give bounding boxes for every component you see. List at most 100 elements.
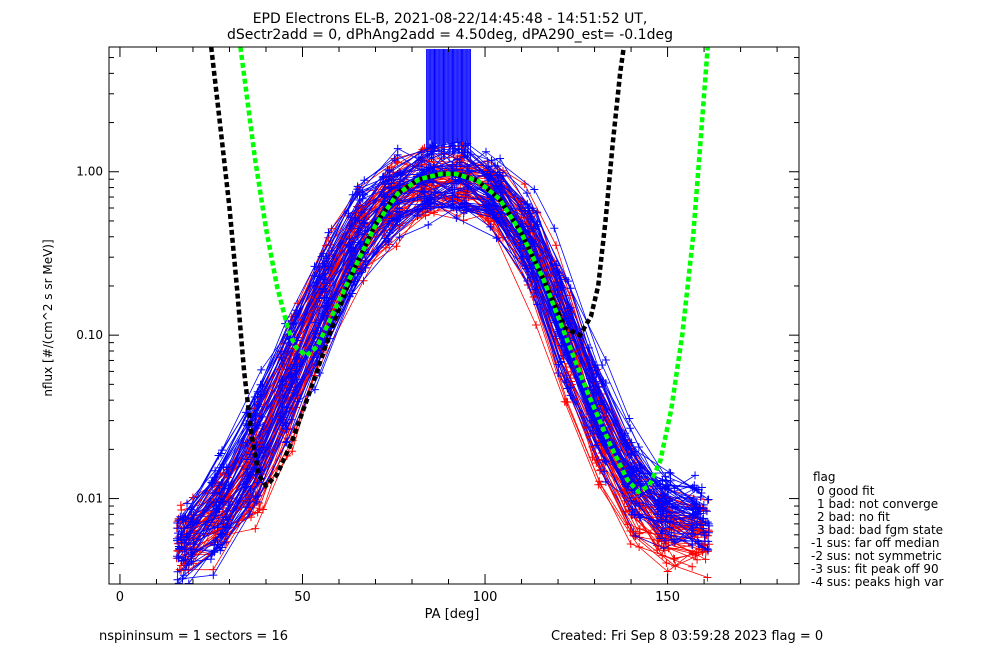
legend-entry: -3 sus: fit peak off 90 [811, 562, 939, 576]
data-point [704, 495, 713, 504]
data-point [224, 484, 233, 493]
data-point [666, 469, 675, 478]
legend-title: flag [813, 470, 836, 484]
data-point [653, 481, 662, 490]
data-point [355, 216, 364, 225]
data-point [393, 169, 402, 178]
data-point [395, 204, 404, 213]
data-point [417, 148, 426, 157]
data-point [430, 142, 439, 151]
data-point [251, 524, 260, 533]
data-point [344, 241, 353, 250]
data-point [453, 193, 462, 202]
data-point [172, 536, 181, 545]
data-point [392, 242, 401, 251]
data-point [177, 530, 186, 539]
data-point [625, 464, 634, 473]
data-point [455, 202, 464, 211]
data-point [463, 151, 472, 160]
data-point [174, 579, 183, 584]
data-point [179, 571, 188, 580]
data-point [419, 168, 428, 177]
data-point [257, 365, 266, 374]
data-point [691, 504, 700, 513]
data-point [688, 540, 697, 549]
data-point [429, 163, 438, 172]
data-point [291, 312, 300, 321]
data-point [255, 420, 264, 429]
data-point [324, 228, 333, 237]
data-point [244, 472, 253, 481]
data-point [177, 506, 186, 515]
data-point [663, 492, 672, 501]
data-point [657, 529, 666, 538]
data-point [499, 171, 508, 180]
series-trace [181, 165, 699, 540]
data-point [212, 473, 221, 482]
data-point [634, 442, 643, 451]
data-point [208, 479, 217, 488]
data-point [360, 190, 368, 199]
data-point [488, 210, 497, 219]
data-point [358, 194, 367, 203]
data-point [626, 424, 635, 433]
legend-entry: 0 good fit [817, 484, 875, 498]
data-point [656, 509, 665, 518]
data-point [670, 555, 679, 564]
data-point [486, 222, 495, 231]
data-point [393, 144, 402, 153]
data-point [385, 217, 394, 226]
data-point [217, 493, 226, 502]
data-point [381, 243, 390, 252]
data-point [566, 284, 575, 293]
data-point [282, 437, 291, 446]
data-point [532, 320, 541, 329]
x-tick-label: 150 [655, 590, 680, 605]
data-point [383, 165, 392, 174]
data-point [655, 495, 664, 504]
data-point [380, 192, 389, 201]
data-point [554, 368, 563, 377]
data-point [213, 544, 222, 553]
data-point [430, 188, 439, 197]
series-trace [180, 211, 708, 578]
data-point [222, 463, 231, 472]
series-trace [183, 199, 703, 576]
data-point [176, 501, 185, 510]
data-point [177, 556, 186, 565]
data-point [665, 523, 674, 532]
data-point [530, 185, 539, 194]
legend-entry: 1 bad: not converge [817, 497, 938, 511]
data-point [353, 182, 362, 191]
data-point [178, 574, 187, 583]
data-point [319, 285, 328, 294]
data-point [185, 560, 194, 569]
data-point [221, 522, 230, 531]
x-tick-label: 0 [116, 590, 124, 605]
series-trace [191, 177, 702, 556]
data-point [384, 176, 393, 185]
data-point [463, 139, 472, 148]
data-point [666, 476, 675, 485]
fit-curve-black [208, 47, 627, 490]
data-point [453, 138, 462, 147]
data-point [699, 500, 708, 509]
data-point [448, 141, 457, 150]
plot-frame [108, 46, 800, 585]
data-point [627, 497, 636, 506]
data-point [395, 233, 404, 242]
data-point [655, 534, 664, 543]
chart-title-line2: dSectr2add = 0, dPhAng2add = 4.50deg, dP… [227, 27, 673, 43]
data-layer [172, 47, 714, 584]
data-point [180, 538, 189, 547]
data-point [242, 482, 251, 491]
data-point [658, 476, 667, 485]
data-point [462, 205, 471, 214]
x-tick-label: 50 [294, 590, 311, 605]
data-point [174, 524, 183, 533]
series-trace [192, 163, 695, 528]
series-trace [182, 144, 705, 520]
data-point [287, 415, 296, 424]
data-point [663, 517, 672, 526]
data-point [692, 520, 701, 529]
